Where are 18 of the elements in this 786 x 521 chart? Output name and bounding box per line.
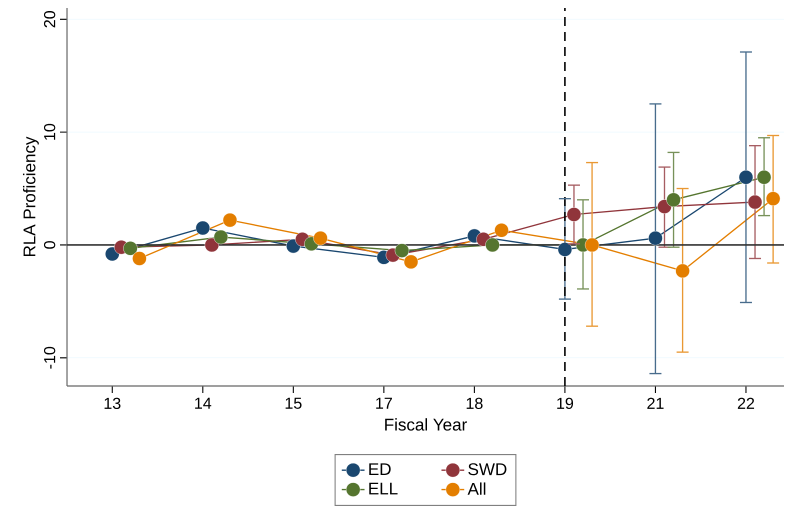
y-tick-label: 0 (44, 241, 56, 249)
y-tick-label: -10 (44, 346, 56, 369)
legend-label: ED (369, 463, 391, 476)
x-tick-label: 19 (557, 398, 574, 410)
x-tick-label: 17 (376, 398, 392, 409)
y-axis-title: RLA Proficiency (22, 136, 39, 256)
x-axis-title: Fiscal Year (385, 418, 467, 431)
legend-label: ELL (369, 482, 398, 494)
y-tick-label: 10 (44, 124, 56, 140)
y-tick-label: 20 (44, 11, 56, 28)
x-tick-label: 18 (466, 398, 483, 410)
x-tick-label: 13 (104, 398, 120, 410)
x-tick-label: 22 (738, 398, 754, 409)
x-tick-label: 14 (195, 398, 212, 409)
x-tick-label: 15 (286, 398, 302, 409)
legend-label: SWD (468, 463, 506, 476)
x-tick-label: 21 (647, 398, 664, 409)
legend-label: All (468, 482, 486, 495)
